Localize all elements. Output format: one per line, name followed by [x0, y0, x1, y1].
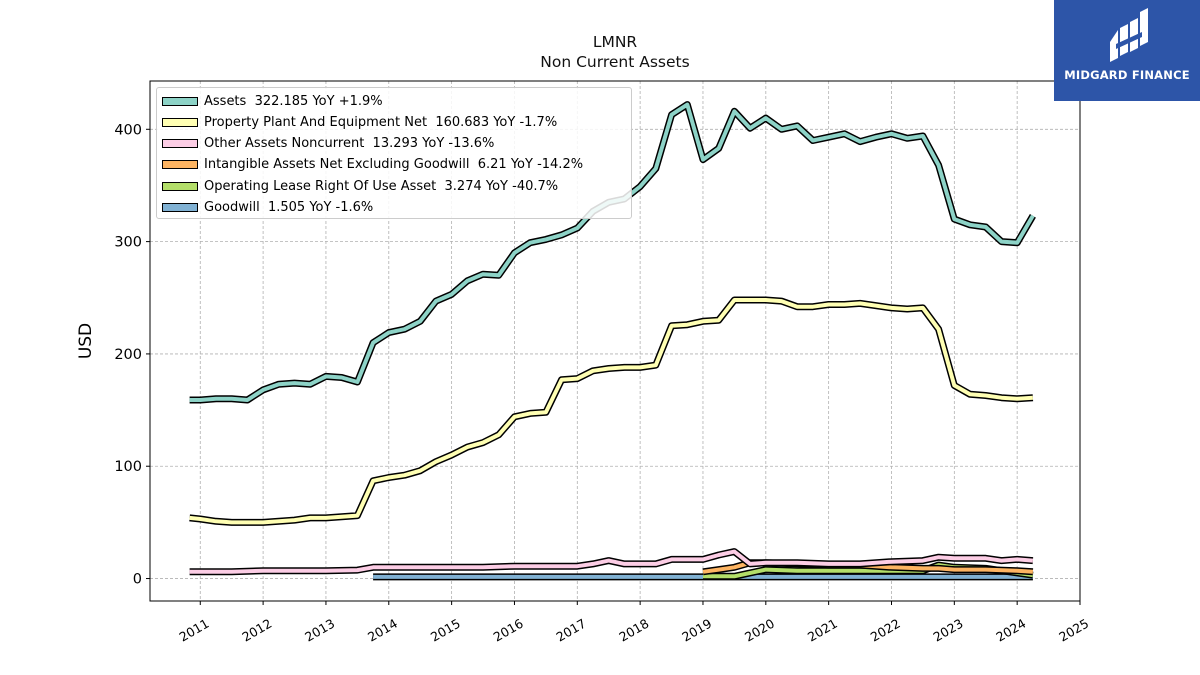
x-tick-label: 2018	[616, 616, 651, 645]
x-tick-label: 2011	[176, 616, 211, 645]
logo-mark-icon	[1110, 8, 1148, 62]
legend: Assets 322.185 YoY +1.9% Property Plant A…	[156, 87, 632, 219]
legend-swatch	[162, 117, 198, 127]
legend-label: Intangible Assets Net Excluding Goodwill…	[204, 157, 584, 173]
x-tick-label: 2015	[428, 616, 463, 645]
series-line	[189, 549, 1034, 574]
x-tick-label: 2014	[365, 616, 400, 645]
series-line	[189, 298, 1034, 525]
legend-swatch	[162, 160, 198, 170]
y-tick-label: 100	[114, 459, 142, 475]
x-tick-label: 2013	[302, 616, 337, 645]
legend-item: Operating Lease Right Of Use Asset 3.274…	[162, 177, 558, 195]
legend-swatch	[162, 181, 198, 191]
legend-swatch	[162, 139, 198, 149]
logo-text: MIDGARD FINANCE	[1064, 68, 1190, 82]
legend-item: Assets 322.185 YoY +1.9%	[162, 92, 383, 110]
legend-item: Intangible Assets Net Excluding Goodwill…	[162, 156, 583, 174]
y-axis-label: USD	[76, 323, 96, 359]
legend-swatch	[162, 96, 198, 106]
brand-logo: MIDGARD FINANCE	[1054, 0, 1200, 101]
legend-label: Other Assets Noncurrent 13.293 YoY -13.6…	[204, 136, 495, 152]
y-tick-label: 400	[114, 122, 142, 138]
legend-label: Goodwill 1.505 YoY -1.6%	[204, 200, 374, 215]
y-tick-label: 300	[114, 235, 142, 251]
x-tick-label: 2024	[993, 616, 1028, 645]
x-tick-label: 2021	[805, 616, 840, 645]
chart-subtitle: Non Current Assets	[540, 53, 690, 71]
x-tick-label: 2012	[239, 616, 274, 645]
legend-swatch	[162, 203, 198, 212]
legend-item: Other Assets Noncurrent 13.293 YoY -13.6…	[162, 135, 494, 153]
plot-frame	[149, 80, 1081, 602]
y-tick-label: 0	[133, 572, 142, 588]
x-tick-label: 2023	[931, 616, 966, 645]
x-tick-label: 2022	[868, 616, 903, 645]
legend-item: Property Plant And Equipment Net 160.683…	[162, 113, 557, 131]
x-tick-label: 2019	[679, 616, 714, 645]
legend-label: Property Plant And Equipment Net 160.683…	[204, 114, 558, 130]
legend-item: Goodwill 1.505 YoY -1.6%	[162, 199, 373, 217]
x-tick-label: 2020	[742, 616, 777, 645]
x-tick-label: 2025	[1056, 616, 1091, 645]
y-tick-label: 200	[114, 347, 142, 363]
x-tick-label: 2016	[491, 616, 526, 645]
legend-label: Operating Lease Right Of Use Asset 3.274…	[204, 178, 559, 194]
series-outline	[189, 296, 1034, 526]
legend-label: Assets 322.185 YoY +1.9%	[204, 93, 383, 109]
x-tick-label: 2017	[554, 616, 589, 645]
chart-title: LMNR	[592, 33, 638, 51]
